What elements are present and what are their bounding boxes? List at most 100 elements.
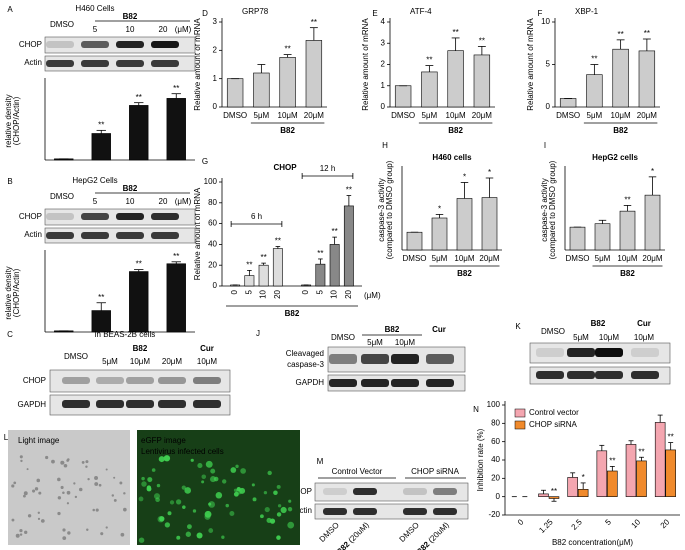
cell — [92, 508, 96, 512]
cell — [94, 475, 99, 480]
panel-letter: J — [256, 329, 260, 338]
label: Actin — [24, 58, 42, 67]
x-tick-label: 10μM — [611, 111, 632, 120]
cell — [66, 502, 70, 505]
cell — [123, 507, 127, 512]
x-tick-label: 20μM — [642, 254, 663, 263]
cell — [190, 458, 194, 462]
x-tick-label: 2.5 — [570, 517, 585, 532]
blot-frame — [314, 503, 469, 520]
image-label: Lentivirus infected cells — [141, 447, 224, 456]
blot-band — [433, 488, 457, 495]
panel-letter: M — [317, 457, 324, 466]
significance: ** — [98, 293, 104, 302]
cell — [32, 489, 36, 493]
cell — [205, 460, 213, 468]
cell — [264, 507, 270, 513]
x-tick-label: 5μM — [254, 111, 270, 120]
x-tick-label: 0 — [230, 289, 239, 294]
panel-letter: D — [202, 9, 208, 18]
label: 10 — [126, 25, 135, 34]
cell — [138, 496, 144, 502]
cell — [13, 481, 17, 485]
bar — [406, 231, 423, 251]
x-axis-label: B82 — [620, 269, 635, 278]
y-axis-label: (CHOP/Actin) — [12, 268, 21, 317]
x-tick-label: 10μM — [454, 254, 475, 263]
y-tick-label: 100 — [487, 400, 501, 409]
significance: ** — [479, 37, 485, 46]
significance: ** — [261, 253, 267, 262]
y-axis-label: Relative amount of mRNA — [361, 18, 370, 111]
blot-band — [116, 213, 144, 220]
bar — [619, 210, 636, 251]
panel-title: H460 Cells — [75, 4, 114, 13]
cell — [230, 467, 237, 473]
x-tick-label: 20μM — [304, 111, 325, 120]
label: 5μM — [367, 338, 383, 347]
bar — [343, 205, 354, 287]
blot-band — [631, 371, 659, 379]
significance: ** — [173, 84, 179, 93]
panel-letter: F — [538, 9, 543, 18]
cell — [78, 487, 83, 492]
bar — [548, 496, 560, 499]
y-tick-label: 20 — [208, 260, 217, 269]
cell — [85, 465, 88, 468]
blot-band — [81, 60, 109, 67]
blot-band — [353, 488, 377, 495]
error-bar — [541, 489, 546, 494]
blot-band — [126, 377, 154, 384]
blot-frame — [314, 482, 469, 502]
error-bar — [648, 176, 657, 196]
cell — [24, 530, 28, 534]
legend-label: CHOP siRNA — [529, 420, 578, 429]
label: Cleavaged — [286, 349, 324, 358]
panel-letter: A — [7, 5, 13, 14]
cell — [251, 483, 255, 487]
x-tick-label: 20 — [659, 517, 672, 530]
x-tick-label: DMSO — [403, 254, 427, 263]
lane-dose: (20uM) — [427, 520, 452, 545]
y-tick-label: 0 — [496, 492, 501, 501]
significance: ** — [98, 120, 104, 129]
error-bar — [332, 236, 337, 245]
significance: ** — [591, 55, 597, 64]
cell — [113, 476, 116, 479]
x-tick-label: 5μM — [422, 111, 438, 120]
cell — [229, 511, 235, 517]
cell — [105, 468, 108, 471]
bar — [665, 449, 676, 497]
y-tick-label: 40 — [491, 455, 500, 464]
cell — [276, 484, 281, 489]
lane-drug: B82 — [335, 539, 352, 550]
panel-title: HepG2 Cells — [72, 176, 117, 185]
significance: ** — [246, 261, 252, 270]
error-bar — [346, 195, 352, 206]
blot-band — [81, 213, 109, 220]
y-tick-label: 5 — [546, 60, 551, 69]
label: Cur — [200, 344, 214, 353]
bar — [596, 450, 608, 497]
significance: ** — [173, 252, 179, 261]
cell — [159, 516, 165, 522]
error-bar — [96, 302, 106, 311]
significance: ** — [644, 29, 650, 38]
x-tick-label: 10 — [259, 289, 268, 298]
cell — [63, 463, 68, 468]
error-bar — [485, 177, 494, 198]
blot-band — [46, 41, 74, 48]
legend-swatch — [514, 408, 526, 418]
label: caspase-3 — [287, 360, 324, 369]
significance: * — [438, 205, 441, 214]
x-tick-label: 5 — [244, 289, 253, 294]
legend-label: Control vector — [529, 408, 579, 417]
x-tick-label: 5μM — [587, 111, 603, 120]
x-axis-label: B82 — [448, 126, 463, 135]
cell — [57, 496, 62, 500]
blot-band — [403, 488, 427, 495]
significance: ** — [551, 487, 557, 496]
error-bar — [668, 442, 674, 450]
label: DMSO — [50, 192, 74, 201]
label: Cur — [637, 319, 651, 328]
